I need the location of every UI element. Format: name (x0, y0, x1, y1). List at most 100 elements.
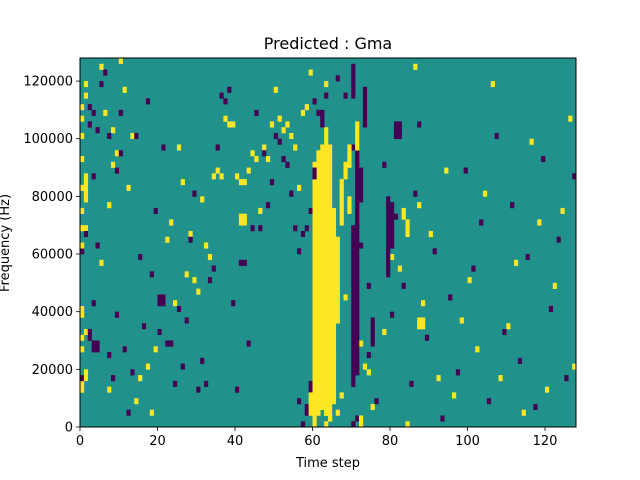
heatmap-cell (312, 161, 317, 168)
heatmap-cell (114, 311, 120, 318)
heatmap-cell (80, 132, 85, 140)
y-tick-label: 40000 (32, 305, 73, 320)
heatmap-cell (297, 398, 302, 405)
heatmap-cell (223, 98, 228, 105)
heatmap-cell (188, 230, 193, 238)
heatmap-cell (382, 328, 387, 336)
heatmap-cell (390, 311, 395, 318)
heatmap-cell (126, 409, 131, 416)
heatmap-cell (180, 363, 185, 370)
heatmap-cell (467, 277, 472, 284)
heatmap-cell (366, 282, 371, 289)
heatmap-cell (99, 81, 104, 88)
heatmap-column (351, 63, 356, 99)
heatmap-cell (207, 277, 213, 284)
heatmap-column (347, 196, 352, 214)
heatmap-cell (560, 207, 565, 214)
heatmap-cell (300, 109, 306, 116)
heatmap-cell (103, 109, 108, 116)
heatmap-cell (114, 150, 120, 157)
heatmap-cell (335, 409, 340, 416)
y-tick-label: 120000 (23, 75, 73, 90)
heatmap-cell (83, 225, 89, 232)
heatmap-column (355, 150, 360, 376)
heatmap-cell (184, 271, 189, 278)
heatmap-cell (204, 242, 209, 249)
heatmap-cell (339, 392, 344, 399)
heatmap-cell (246, 167, 251, 174)
y-axis-label: Frequency (Hz) (0, 194, 13, 292)
x-tick-label: 20 (149, 434, 166, 449)
heatmap-cell (277, 138, 282, 145)
heatmap-cell (130, 132, 135, 140)
heatmap-cell (529, 138, 534, 145)
heatmap-cell (556, 236, 561, 243)
heatmap-cell (393, 213, 399, 220)
heatmap-cell (103, 69, 108, 76)
heatmap-column (393, 121, 399, 140)
x-axis-ticks: 0 20 40 60 80 100 120 (76, 427, 557, 449)
heatmap-cell (471, 265, 476, 272)
heatmap-cell (200, 357, 205, 364)
heatmap-cell (320, 403, 325, 411)
heatmap-cell (351, 144, 356, 151)
heatmap-cell (196, 288, 201, 295)
heatmap-cell (219, 173, 224, 180)
heatmap-cell (196, 386, 201, 393)
heatmap-cell (80, 375, 85, 382)
heatmap-cell (145, 363, 151, 370)
x-tick-label: 80 (382, 434, 399, 449)
heatmap-cell (552, 282, 557, 289)
heatmap-cell (91, 173, 96, 180)
heatmap-cell (421, 300, 426, 307)
heatmap-cell (207, 254, 213, 261)
heatmap-cell (510, 202, 515, 209)
heatmap-cell (188, 236, 193, 243)
heatmap-cell (235, 173, 240, 180)
heatmap-cell (444, 167, 449, 174)
heatmap-column (328, 144, 333, 422)
heatmap-column (320, 109, 325, 128)
heatmap-cell (215, 167, 220, 174)
heatmap-cell (401, 282, 406, 289)
heatmap-cell (192, 190, 197, 197)
heatmap-cell (215, 144, 220, 151)
heatmap-cell (273, 86, 278, 93)
heatmap-column (397, 121, 402, 140)
heatmap-cell (211, 173, 216, 180)
heatmap-cell (273, 132, 278, 140)
heatmap-column (359, 167, 364, 203)
heatmap-cell (382, 161, 387, 168)
heatmap-cell (83, 328, 89, 336)
heatmap-cell (204, 380, 209, 387)
heatmap-cell (95, 127, 100, 134)
x-axis-label: Time step (295, 456, 360, 471)
heatmap-column (161, 294, 166, 307)
heatmap-cell (324, 421, 329, 428)
heatmap-cell (184, 317, 189, 324)
heatmap-cell (308, 386, 313, 393)
heatmap-cell (359, 340, 364, 347)
x-tick-label: 60 (304, 434, 321, 449)
heatmap-cell (80, 311, 85, 318)
heatmap-cell (300, 230, 306, 238)
chart-title: Predicted : Gma (264, 34, 392, 53)
heatmap-cell (169, 219, 174, 226)
heatmap-cell (145, 98, 151, 105)
heatmap-cell (173, 380, 178, 387)
heatmap-cell (227, 121, 232, 128)
heatmap-cell (107, 202, 112, 209)
heatmap-cell (95, 242, 100, 249)
heatmap-column (351, 225, 356, 387)
heatmap-column (83, 179, 89, 203)
heatmap-cell (455, 369, 461, 376)
heatmap-cell (87, 104, 92, 111)
heatmap-cell (250, 225, 255, 232)
heatmap-cell (173, 300, 178, 307)
heatmap-cell (153, 207, 158, 214)
y-tick-label: 0 (65, 421, 73, 436)
heatmap-cell (545, 386, 550, 393)
heatmap-cell (227, 86, 232, 93)
heatmap-cell (83, 230, 89, 238)
heatmap-cell (475, 346, 480, 353)
